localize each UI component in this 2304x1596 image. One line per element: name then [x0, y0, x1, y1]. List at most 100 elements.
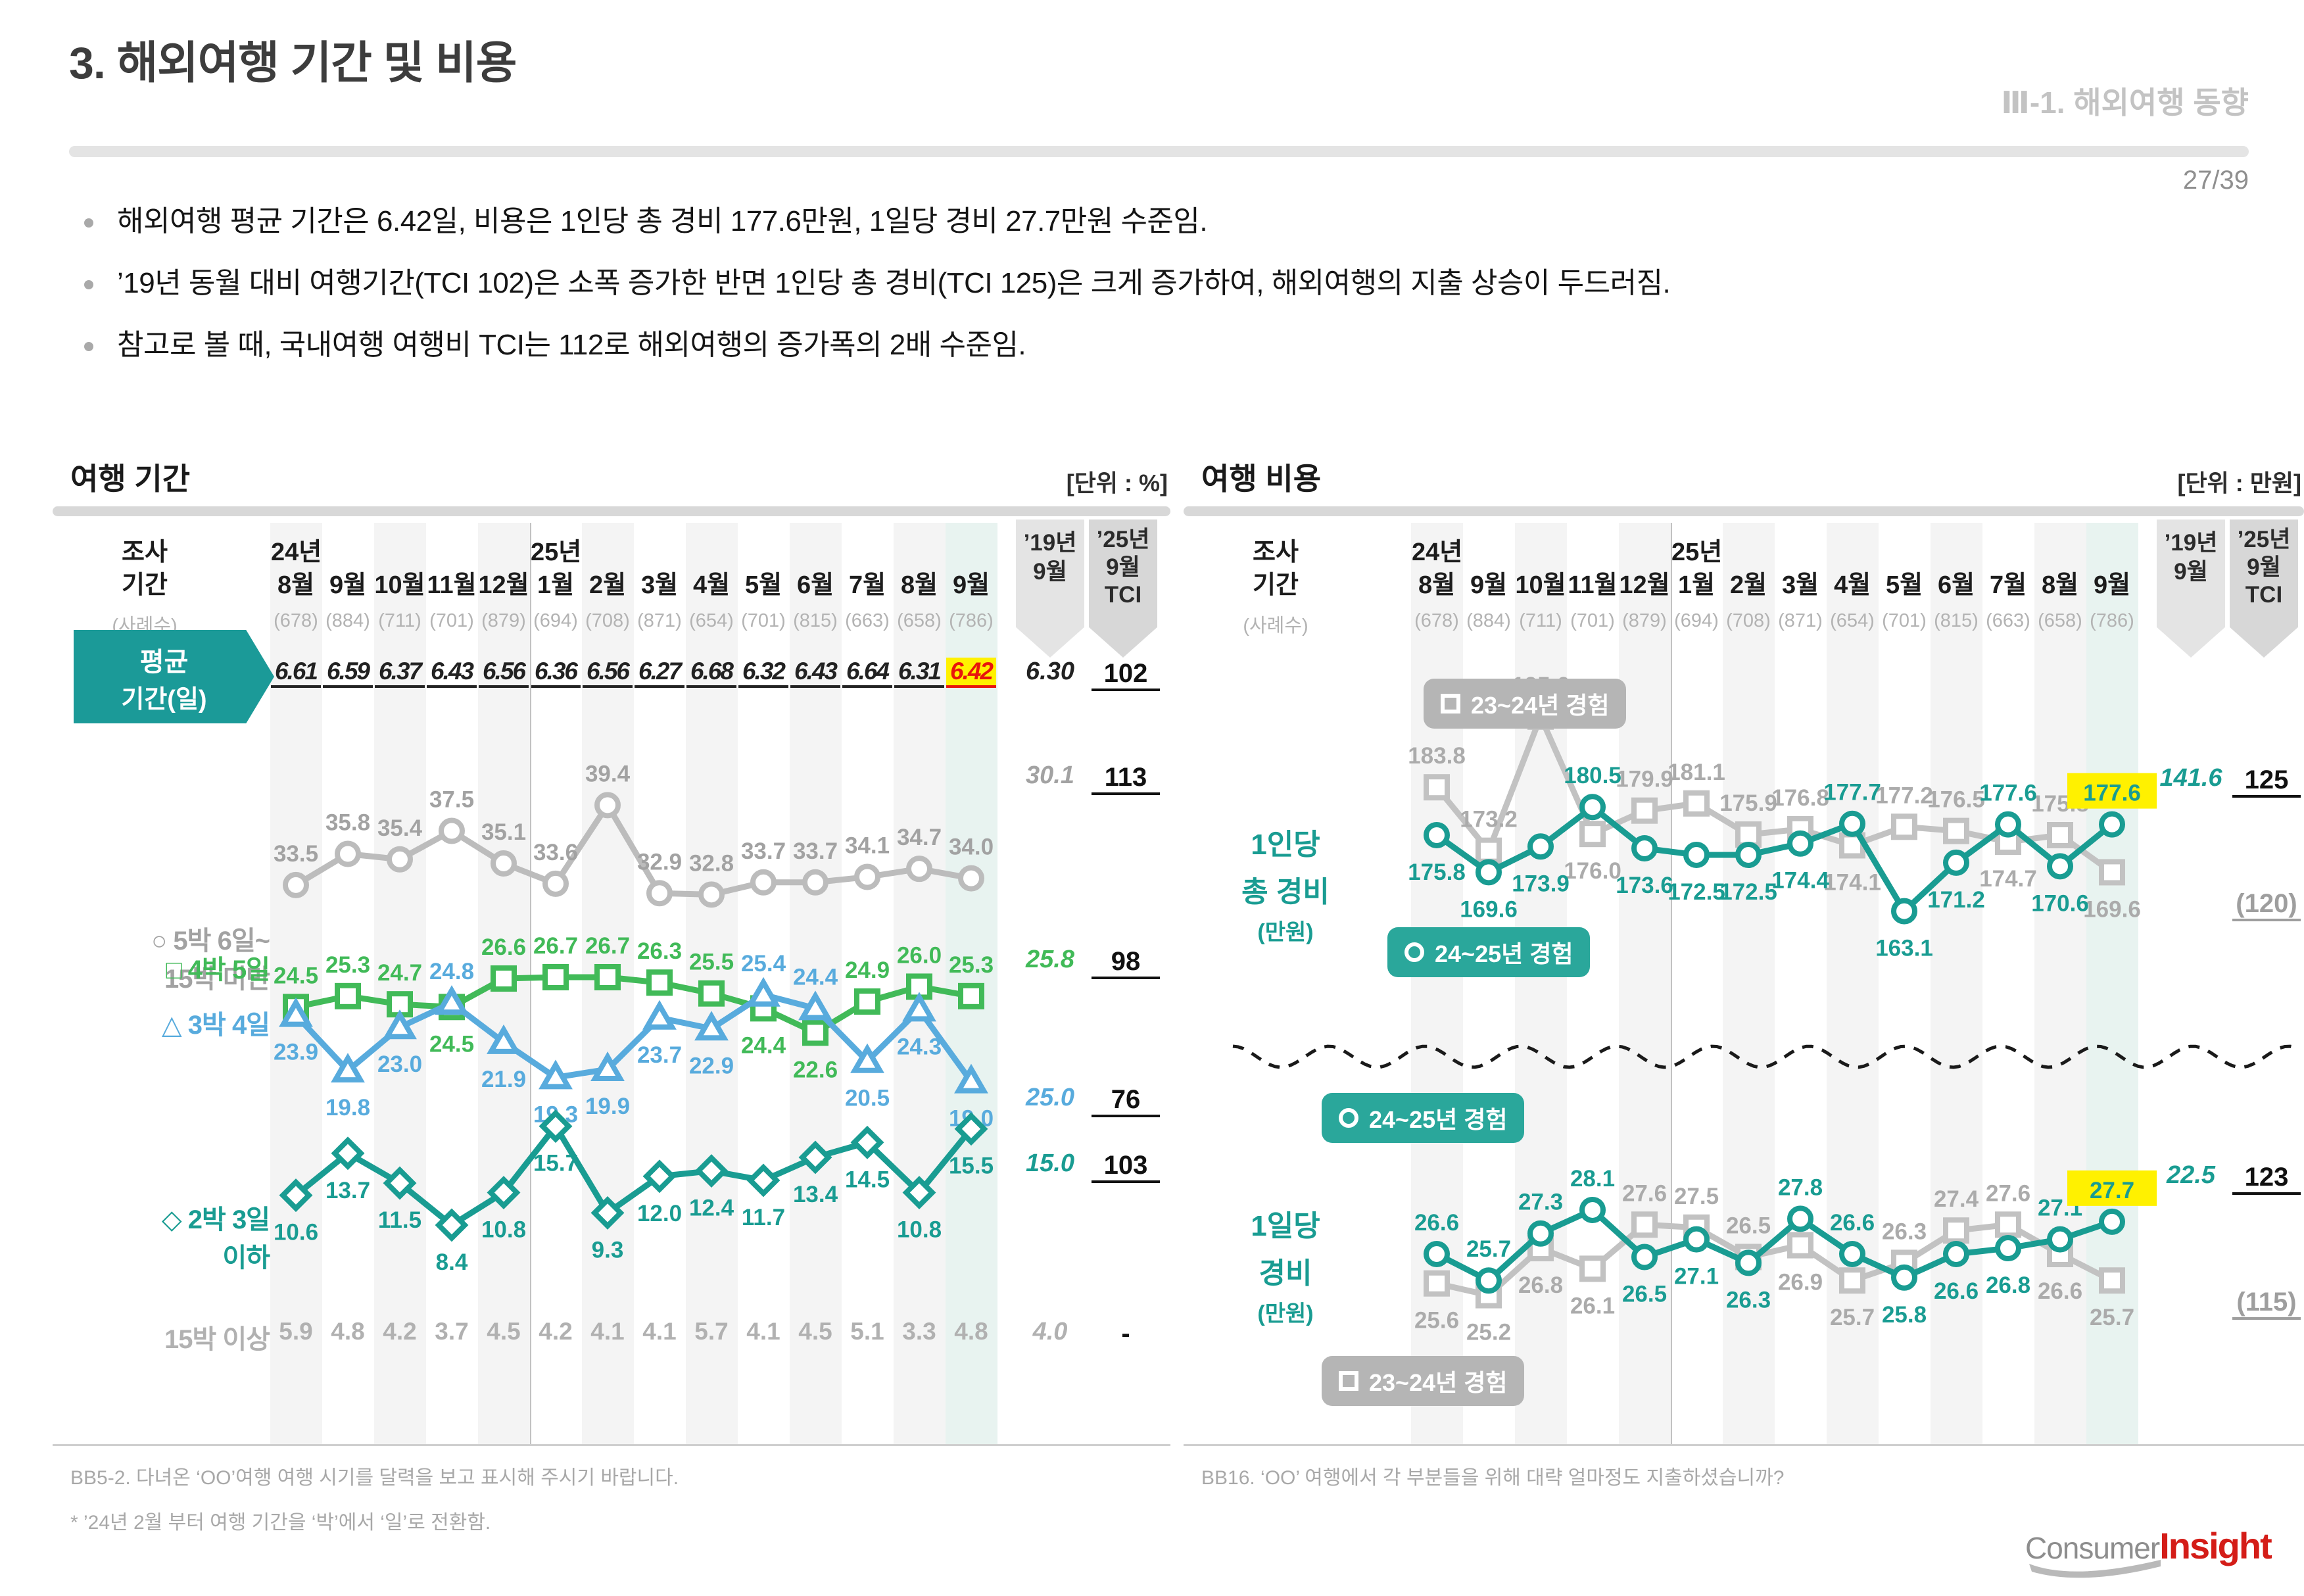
month-header: 3월 — [640, 571, 679, 599]
avg-value: 6.56 — [583, 658, 633, 688]
month-header: 5월 — [1885, 571, 1923, 599]
row-label-text: 1인당 — [1251, 829, 1320, 861]
column-stripe — [2034, 523, 2086, 1444]
year-label: 25년 — [1671, 539, 1723, 566]
avg-duration-badge: 평균 기간(일) — [74, 630, 274, 723]
cost-panel-title: 여행 비용 — [1201, 462, 1322, 496]
tci-col-line: 9월 — [1106, 554, 1140, 580]
column-stripe — [1514, 523, 1567, 1444]
svg-text:28.1: 28.1 — [1570, 1166, 1615, 1192]
month-header: 10월 — [374, 571, 425, 599]
row-15plus-value: 5.1 — [850, 1318, 884, 1345]
row-label-text: 경비 — [1259, 1257, 1312, 1290]
svg-text:163.1: 163.1 — [1875, 936, 1933, 961]
row-label-text: (만원) — [1257, 1301, 1314, 1326]
svg-text:24.4: 24.4 — [741, 1032, 786, 1058]
sample-size: (701) — [1882, 610, 1927, 631]
column-stripe — [1930, 523, 1982, 1444]
svg-text:172.5: 172.5 — [1668, 879, 1725, 905]
svg-text:25.8: 25.8 — [1882, 1302, 1927, 1328]
svg-text:24.8: 24.8 — [429, 959, 474, 984]
month-header: 6월 — [796, 571, 834, 599]
circle-marker-icon — [1339, 1108, 1358, 1128]
tci-value: 113 — [1092, 763, 1160, 795]
svg-text:32.9: 32.9 — [637, 849, 682, 875]
column-stripe — [1722, 523, 1775, 1444]
legend-chip-2324: 23~24년 경험 — [1424, 679, 1627, 729]
svg-text:173.2: 173.2 — [1460, 807, 1518, 833]
svg-text:26.3: 26.3 — [637, 938, 682, 964]
duration-footnote-1: BB5-2. 다녀온 ‘OO’여행 여행 시기를 달력을 보고 표시해 주시기 … — [70, 1467, 679, 1489]
tci-value: (120) — [2232, 889, 2301, 921]
avg-value: 6.43 — [427, 658, 477, 688]
row-label-5to15-b: 15박 미만 — [53, 957, 270, 996]
month-header: 2월 — [1729, 571, 1767, 599]
legend-label: 23~24년 경험 — [1471, 692, 1610, 719]
page-number: 27/39 — [2182, 166, 2249, 195]
month-header: 9월 — [952, 571, 990, 599]
sample-size: (678) — [1414, 610, 1459, 631]
month-header: 1월 — [537, 571, 575, 599]
col-header-label: 기간 — [1253, 571, 1299, 599]
tci-value: (115) — [2232, 1288, 2301, 1320]
row-label-total-cost: 1인당 총 경비 (만원) — [1190, 821, 1381, 946]
row-label-text: 15박 미만 — [164, 965, 270, 994]
square-marker-icon: □ — [166, 955, 181, 984]
year-divider — [1670, 523, 1672, 1444]
row-15plus-value: 4.2 — [539, 1318, 573, 1345]
sample-size: (871) — [1778, 610, 1823, 631]
month-header: 12월 — [1619, 571, 1670, 599]
row-label-4n5d: □ 4박 5일 — [53, 948, 270, 986]
svg-text:181.1: 181.1 — [1668, 760, 1725, 785]
cost-panel-bottom-rule — [1184, 1444, 2304, 1446]
svg-text:26.8: 26.8 — [1986, 1272, 2030, 1298]
sample-size: (711) — [378, 610, 421, 631]
ref-col-header: ’19년 9월 — [1016, 520, 1084, 658]
col-header-label: 기간 — [122, 571, 168, 599]
month-header: 4월 — [1833, 571, 1871, 599]
svg-text:24.5: 24.5 — [429, 1031, 474, 1057]
logo-swoosh-icon — [2029, 1560, 2161, 1578]
tci-col-header: ’25년 9월 TCI — [2230, 520, 2298, 658]
month-header: 8월 — [277, 571, 315, 599]
avg-value: 6.68 — [686, 658, 736, 688]
avg-value: 6.56 — [479, 658, 529, 688]
svg-text:24.9: 24.9 — [845, 957, 890, 983]
cost-panel-rule — [1184, 506, 2304, 516]
svg-text:176.0: 176.0 — [1564, 858, 1621, 884]
sample-size: (658) — [2038, 610, 2082, 631]
sample-size: (871) — [637, 610, 682, 631]
month-header: 7월 — [1989, 571, 2027, 599]
sample-size: (678) — [274, 610, 318, 631]
bullet-2: ’19년 동월 대비 여행기간(TCI 102)은 소폭 증가한 반면 1인당 … — [117, 267, 1671, 299]
duration-panel-unit: [단위 : %] — [1066, 470, 1168, 496]
row-15plus-value: 4.8 — [331, 1318, 365, 1345]
tci-value: 76 — [1092, 1085, 1160, 1117]
row-15plus-value: 4.5 — [487, 1318, 521, 1345]
ref-19sep-value: 25.8 — [1026, 946, 1074, 973]
tci-value: 125 — [2232, 765, 2301, 798]
avg-value: 6.64 — [842, 658, 892, 688]
row-label-text: 4박 5일 — [187, 955, 270, 984]
sample-size: (708) — [585, 610, 630, 631]
sample-size: (654) — [689, 610, 734, 631]
tci-col-line: TCI — [1104, 582, 1142, 608]
diamond-marker-icon: ◇ — [161, 1205, 182, 1234]
sample-size: (701) — [429, 610, 474, 631]
svg-text:23.7: 23.7 — [637, 1042, 682, 1068]
svg-text:25.4: 25.4 — [741, 951, 786, 977]
svg-text:27.1: 27.1 — [1674, 1264, 1719, 1290]
ref-19sep-value: 30.1 — [1026, 762, 1074, 789]
svg-text:25.2: 25.2 — [1466, 1320, 1511, 1345]
avg-badge-line1: 평균 — [139, 648, 189, 677]
month-header: 11월 — [427, 571, 477, 599]
sample-size: (786) — [2090, 610, 2134, 631]
column-stripe — [1826, 523, 1879, 1444]
legend-chip-2425: 24~25년 경험 — [1387, 927, 1591, 977]
sample-size: (694) — [533, 610, 578, 631]
svg-text:27.8: 27.8 — [1778, 1174, 1823, 1200]
month-header: 2월 — [588, 571, 627, 599]
row-15plus-value: 4.1 — [642, 1318, 677, 1345]
sample-size: (884) — [325, 610, 370, 631]
